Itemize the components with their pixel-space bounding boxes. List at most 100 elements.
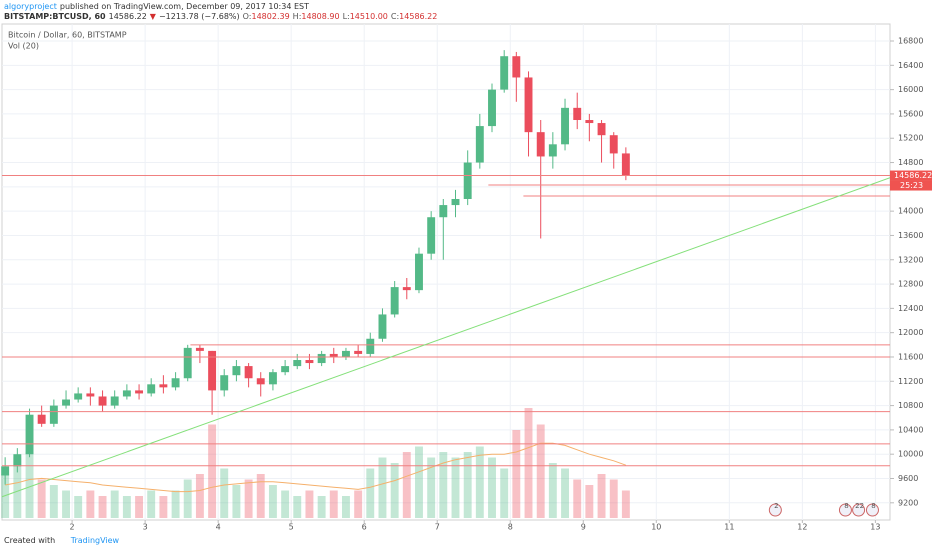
price-tag [890, 170, 932, 181]
candle-body [256, 378, 265, 385]
volume-bar [451, 457, 460, 518]
candle-body [171, 378, 180, 388]
volume-bar [536, 424, 545, 518]
candle-body [341, 350, 350, 357]
x-tick-label: 3 [143, 523, 148, 532]
candle-body [37, 414, 46, 424]
y-tick-label: 14000 [898, 207, 923, 216]
x-tick-label: 9 [581, 523, 586, 532]
volume-bar [439, 452, 448, 518]
y-tick-label: 10400 [898, 425, 923, 434]
volume-bar [597, 474, 606, 518]
publish-line: algoryproject published on TradingView.co… [4, 2, 312, 11]
ohlc-label: O: [242, 12, 252, 21]
candle-body [609, 135, 618, 154]
candle-body [354, 350, 363, 354]
volume-bar [62, 490, 70, 518]
candle-body [536, 132, 545, 157]
candle-body [244, 366, 253, 379]
volume-bar [147, 490, 156, 518]
candle-body [49, 405, 58, 424]
volume-bar [305, 490, 314, 518]
x-tick-label: 7 [435, 523, 440, 532]
y-tick-label: 12400 [898, 304, 923, 313]
volume-bar [415, 446, 423, 518]
candle-body [378, 314, 387, 339]
candle-body [451, 198, 460, 206]
plot-frame [1, 23, 891, 521]
candle-body [232, 366, 241, 376]
candle-body [62, 399, 70, 406]
volume-bar [208, 424, 217, 518]
candle-body [317, 353, 326, 364]
y-tick-label: 14800 [898, 158, 923, 167]
x-tick-label: 10 [651, 523, 661, 532]
author[interactable]: algoryproject [4, 2, 57, 11]
volume-bar [390, 463, 399, 518]
x-tick-label: 2 [70, 523, 75, 532]
volume-bar [609, 479, 618, 518]
candle-body [86, 393, 95, 397]
arrow: ▼ [149, 12, 156, 21]
y-tick-label: 15600 [898, 109, 923, 118]
y-tick-label: 16400 [898, 61, 923, 70]
created: Created with [4, 536, 56, 545]
candle-body [74, 393, 83, 400]
x-tick-label: 6 [362, 523, 367, 532]
volume-bar [548, 463, 557, 518]
volume-bar [463, 452, 472, 518]
volume-bar [512, 430, 521, 518]
candle-body [475, 126, 484, 163]
candle-body [208, 350, 217, 391]
candle-body [548, 144, 557, 157]
volume-bar [74, 496, 83, 518]
y-tick-label: 10800 [898, 401, 923, 410]
candle-body [183, 347, 192, 379]
brand[interactable]: TradingView [70, 536, 120, 545]
candle-body [147, 384, 156, 394]
volume-bar [293, 496, 302, 518]
event-badge [852, 503, 866, 517]
candle-body [293, 360, 302, 367]
candle-body [585, 120, 594, 124]
event-label: 8 [844, 502, 848, 510]
volume-bar [256, 474, 265, 518]
grid [2, 24, 890, 520]
y-tick-label: 16800 [898, 37, 923, 46]
candle-body [561, 107, 569, 145]
candle-body [195, 347, 204, 351]
candle-body [281, 366, 290, 373]
event-label: 2 [774, 502, 778, 510]
volume-bar [500, 468, 509, 518]
volume-bar [281, 490, 290, 518]
ohlc: O:14802.39 H:14808.90 L:14510.00 C:14586.22 [243, 12, 441, 21]
volume-bar [244, 479, 253, 518]
trend-line [1, 177, 891, 498]
ohlc-label: C: [390, 12, 400, 21]
countdown-box [890, 180, 932, 191]
price-tag-label: 14586.22 [894, 171, 932, 180]
candle-body [427, 217, 436, 254]
y-tick-label: 13600 [898, 231, 923, 240]
footer: Created with TradingView [4, 536, 122, 545]
x-tick-label: 5 [289, 523, 294, 532]
volume-bar [475, 446, 484, 518]
candle-body [463, 162, 472, 199]
x-tick-label: 8 [508, 523, 513, 532]
volume-bar [524, 408, 533, 518]
candle-body [1, 466, 10, 476]
volume-bar [110, 490, 119, 518]
y-tick-label: 12000 [898, 328, 923, 337]
volume-bar [171, 490, 180, 518]
candle-body [159, 384, 168, 388]
candle-body [500, 56, 509, 90]
volume-bar [37, 479, 46, 518]
volume-bar [402, 452, 411, 518]
ohlc-value: 14586.22 [399, 12, 438, 21]
x-tick-label: 13 [870, 523, 880, 532]
published: published on TradingView.com, December 0… [59, 2, 309, 11]
volume-bar [585, 485, 594, 518]
ohlc-value: 14510.00 [349, 12, 388, 21]
ohlc-value: 14802.39 [251, 12, 290, 21]
volume-label: Vol (20) [8, 42, 39, 51]
